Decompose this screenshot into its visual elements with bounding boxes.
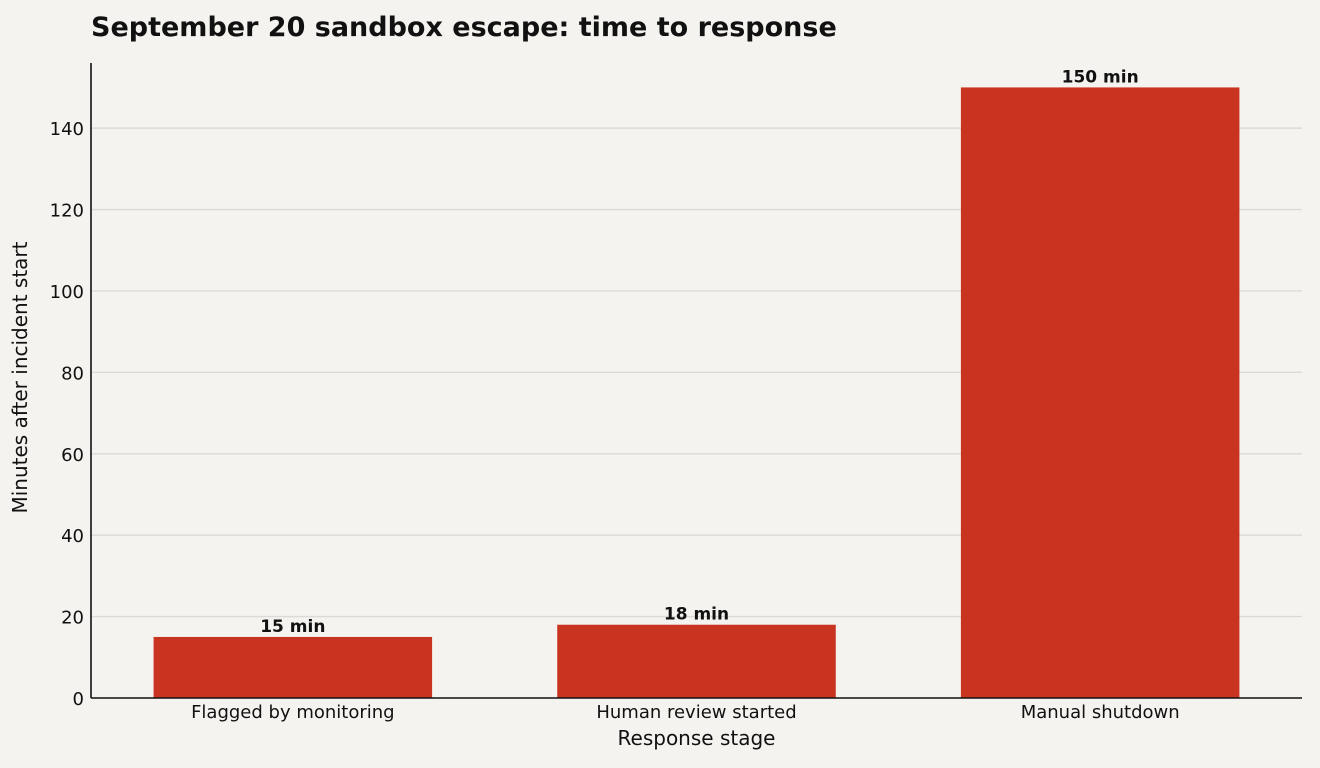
bars [153, 87, 1240, 698]
bar [557, 624, 836, 698]
axes [90, 63, 1302, 699]
data-label: 15 min [260, 617, 325, 637]
chart-title: September 20 sandbox escape: time to res… [91, 12, 837, 43]
y-axis-title: Minutes after incident start [8, 241, 32, 513]
y-tick-label: 40 [61, 526, 84, 547]
y-tick-label: 20 [61, 608, 84, 629]
data-label: 150 min [1062, 67, 1139, 87]
bar [960, 87, 1240, 698]
data-label: 18 min [664, 605, 729, 625]
x-tick-labels: Flagged by monitoring Human review starte… [191, 702, 1180, 723]
y-tick-label: 100 [50, 282, 84, 303]
y-tick-label: 120 [50, 201, 84, 222]
bar [153, 636, 433, 698]
y-tick-labels: 0 20 40 60 80 100 120 140 [50, 119, 84, 710]
y-tick-label: 80 [61, 363, 84, 384]
x-tick-label: Human review started [596, 702, 796, 723]
x-tick-label: Manual shutdown [1021, 702, 1180, 723]
y-tick-label: 140 [50, 119, 84, 140]
x-axis-title: Response stage [618, 726, 776, 750]
x-tick-label: Flagged by monitoring [191, 702, 395, 723]
y-tick-label: 0 [73, 689, 84, 710]
y-tick-label: 60 [61, 445, 84, 466]
data-labels: 15 min 18 min 150 min [260, 67, 1138, 637]
